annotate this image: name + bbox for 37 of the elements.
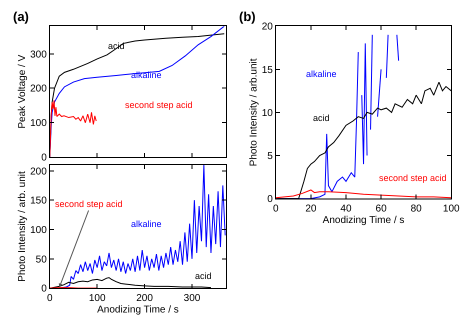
x-tick-label: 40 [340,204,352,215]
y-tick-label: 0 [41,152,48,164]
series-label: second step acid [379,173,447,183]
text: second step acid [55,199,123,209]
x-tick-label: 80 [410,204,422,215]
y-tick-label: 0 [41,284,48,295]
y-axis-title: Photo Intensity / arb.unit [248,58,260,166]
y-tick-label: 5 [267,151,274,162]
text: second step acid [125,100,193,110]
series-label: alkaline [131,70,162,80]
y-axis-title: Photo Intensity / arb. unit [17,171,28,282]
y-tick-label: 200 [30,166,48,178]
y-tick-label: 15 [262,64,274,76]
x-axis-title: Anodizing Time / s [322,215,404,226]
x-tick-label: 100 [442,204,460,215]
y-tick-label: 50 [36,254,48,266]
x-tick-label: 200 [136,293,154,304]
y-tick-label: 100 [30,224,48,236]
y-tick-label: 150 [30,196,48,207]
series-label: acid [195,271,212,281]
x-tick-label: 100 [88,293,106,304]
y-tick-label: 20 [262,22,274,33]
y-tick-label: 300 [30,49,48,60]
x-tick-label: 20 [305,204,317,215]
y-tick-label: 200 [30,84,48,95]
y-tick-label: 10 [262,108,274,119]
text: alkaline [306,69,337,79]
text: alkaline [131,219,162,229]
y-tick-label: 0 [267,194,274,206]
chart-title: (b) [239,9,256,24]
x-tick-label: 60 [376,204,388,215]
y-tick-label: 100 [30,118,48,130]
chart-title: (a) [13,9,29,24]
x-tick-label: 300 [184,293,201,304]
series-label: acid [313,113,330,123]
x-axis-title: Anodizing Time / s [97,304,179,316]
y-axis-title: Peak Voltage / V [17,54,28,129]
